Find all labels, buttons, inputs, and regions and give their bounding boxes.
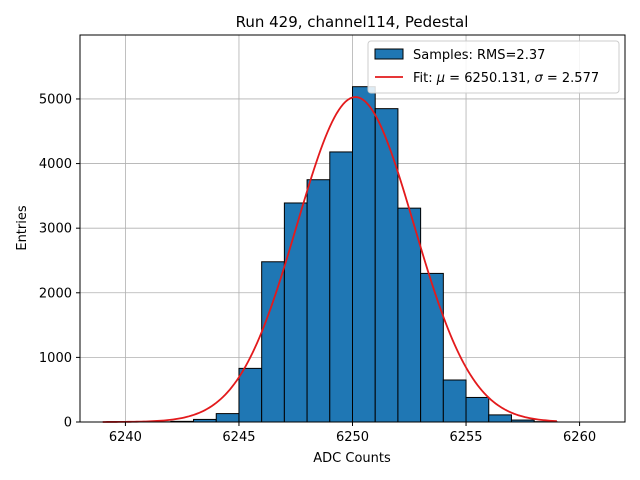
y-tick-label: 0 [64,416,72,431]
histogram-bar [352,86,376,423]
histogram-bar [283,202,308,423]
gaussian-fit-curve [102,96,557,423]
chart-title: Run 429, channel114, Pedestal [236,13,469,31]
histogram-bar [374,108,399,423]
x-axis-label: ADC Counts [313,451,391,466]
histogram-bar [261,261,285,423]
histogram-bar [215,413,240,423]
x-axis-ticks: 6240 6245 6250 6255 6260 [109,422,596,445]
x-tick-label: 6260 [563,430,596,445]
legend-box [367,40,620,94]
histogram-bar [442,379,467,423]
y-tick-label: 4000 [39,157,72,172]
histogram-bar [329,151,353,423]
histogram-bar [465,396,490,423]
y-tick-label: 3000 [39,222,72,237]
histogram-bar [238,367,263,423]
y-tick-label: 5000 [39,92,72,107]
x-tick-label: 6245 [222,430,255,445]
legend-samples-label: Samples: RMS=2.37 [413,48,545,63]
histogram-bar [420,272,444,423]
histogram-bar [397,207,422,423]
x-tick-label: 6255 [449,430,482,445]
y-axis-label: Entries [15,205,30,251]
y-tick-label: 2000 [39,286,72,301]
x-tick-label: 6240 [109,430,142,445]
legend-samples-swatch [374,48,404,60]
legend-fit-label: Fit: μ = 6250.131, σ = 2.577 [413,71,599,86]
x-tick-label: 6250 [336,430,369,445]
y-tick-label: 1000 [39,351,72,366]
histogram-bars [147,86,558,423]
histogram-bar [488,414,512,423]
legend: Samples: RMS=2.37 Fit: μ = 6250.131, σ =… [367,40,620,94]
histogram-bar [306,179,331,423]
fit-curve-group [102,96,557,423]
y-axis-ticks: 0 1000 2000 3000 4000 5000 [39,92,80,431]
